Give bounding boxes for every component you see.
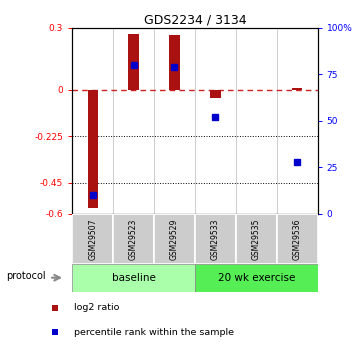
- Bar: [195, 214, 236, 264]
- Text: baseline: baseline: [112, 273, 156, 283]
- Text: GSM29529: GSM29529: [170, 218, 179, 259]
- Text: GSM29523: GSM29523: [129, 218, 138, 259]
- Text: percentile rank within the sample: percentile rank within the sample: [74, 327, 234, 337]
- Bar: [72, 214, 113, 264]
- Text: 20 wk exercise: 20 wk exercise: [218, 273, 295, 283]
- Bar: [195, 264, 318, 292]
- Title: GDS2234 / 3134: GDS2234 / 3134: [144, 13, 246, 27]
- Bar: [113, 214, 154, 264]
- Text: GSM29536: GSM29536: [293, 218, 302, 260]
- Bar: [169, 35, 180, 90]
- Bar: [210, 90, 221, 98]
- Text: GSM29535: GSM29535: [252, 218, 261, 260]
- Bar: [236, 214, 277, 264]
- Bar: [72, 264, 195, 292]
- Bar: [129, 34, 139, 90]
- Text: GSM29507: GSM29507: [88, 218, 97, 260]
- Bar: [292, 88, 303, 90]
- Bar: [277, 214, 318, 264]
- Bar: [154, 214, 195, 264]
- Text: GSM29533: GSM29533: [211, 218, 220, 260]
- Text: log2 ratio: log2 ratio: [74, 303, 119, 312]
- Text: protocol: protocol: [6, 272, 45, 281]
- Bar: [88, 90, 98, 208]
